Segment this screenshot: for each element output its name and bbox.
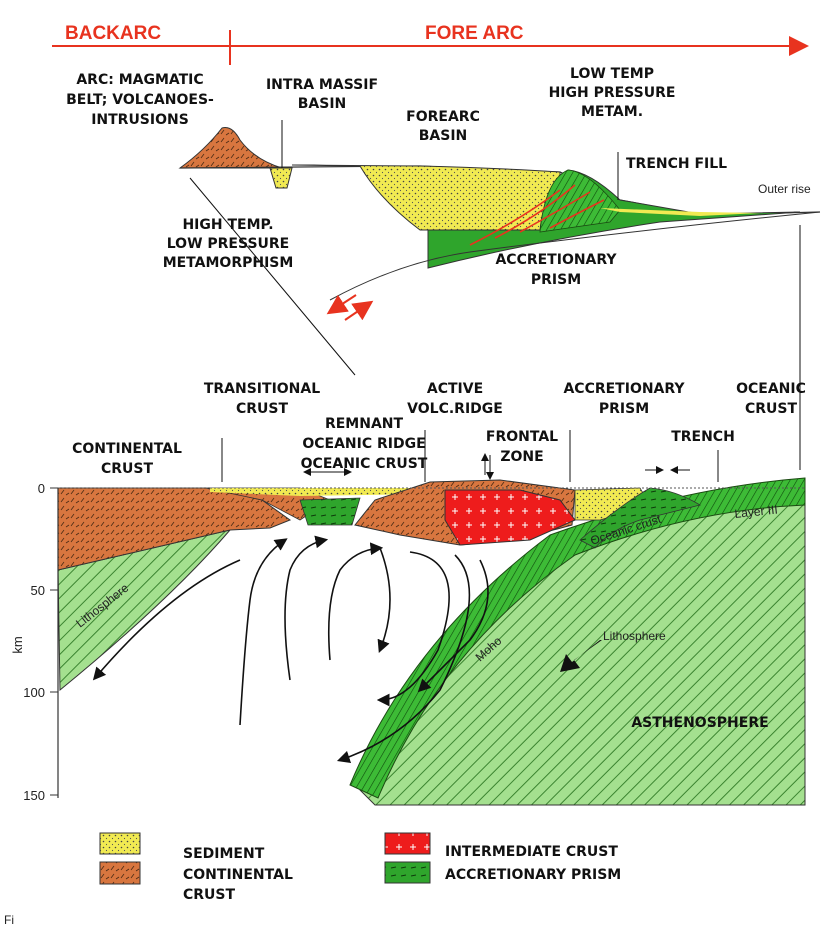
remnant-label-3: OCEANIC CRUST xyxy=(301,456,428,472)
active-ridge-label-2: VOLC.RIDGE xyxy=(407,401,503,417)
high-temp-label-1: HIGH TEMP. xyxy=(182,217,273,233)
arc-label-3: INTRUSIONS xyxy=(91,112,189,128)
legend-label-continental: CONTINENTAL xyxy=(183,867,293,883)
intra-massif-basin xyxy=(269,167,293,189)
fault-arrow-down xyxy=(326,294,357,315)
continental-crust-label-1: CONTINENTAL xyxy=(72,441,182,457)
mantle-flow-arrows xyxy=(92,535,489,764)
intra-massif-label-2: BASIN xyxy=(298,96,347,112)
upper-prism-label-1: ACCRETIONARY xyxy=(495,252,617,268)
transitional-label-1: TRANSITIONAL xyxy=(204,381,320,397)
volcanic-arc xyxy=(178,127,283,169)
asthenosphere-label: ASTHENOSPHERE xyxy=(631,715,768,731)
low-temp-label-3: METAM. xyxy=(581,104,643,120)
legend: SEDIMENT CONTINENTAL CRUST INTERMEDIATE … xyxy=(99,832,621,903)
forearc-label: FORE ARC xyxy=(425,23,524,44)
frontal-zone-label-1: FRONTAL xyxy=(486,429,558,445)
upper-labels: ARC: MAGMATIC BELT; VOLCANOES- INTRUSION… xyxy=(66,66,811,288)
fault-arrow-up xyxy=(344,300,374,321)
depth-axis: 0 50 100 150 km xyxy=(10,481,59,803)
thrust-faults xyxy=(469,184,605,246)
remnant-label-2: OCEANIC RIDGE xyxy=(302,436,425,452)
active-ridge-label-1: ACTIVE xyxy=(427,381,483,397)
remnant-ridge xyxy=(299,497,361,526)
metamorphism-pointer xyxy=(189,177,356,376)
forearc-basin-label-2: BASIN xyxy=(419,128,468,144)
transitional-label-2: CRUST xyxy=(236,401,289,417)
arc-label-1: ARC: MAGMATIC xyxy=(76,72,203,88)
lithosphere-right-label: Lithosphere xyxy=(603,629,666,643)
high-temp-label-3: METAMORPHISM xyxy=(163,255,294,271)
trench-fill-shape xyxy=(600,208,760,216)
tick-label-100: 100 xyxy=(23,685,45,700)
remnant-label-1: REMNANT xyxy=(325,416,404,432)
high-temp-label-2: LOW PRESSURE xyxy=(167,236,290,252)
footer-fragment: Fi xyxy=(4,913,14,927)
low-temp-label-1: LOW TEMP xyxy=(570,66,654,82)
header-bar: BACKARC FORE ARC xyxy=(52,23,809,65)
trench-fill-label: TRENCH FILL xyxy=(626,156,727,172)
intermediate-crust xyxy=(444,489,576,546)
oceanic-crust-label-2: CRUST xyxy=(745,401,798,417)
accretionary-prism-lower xyxy=(579,487,702,549)
lower-cross-section xyxy=(57,430,806,806)
slab-direction-arrow xyxy=(560,640,602,672)
legend-swatch-sediment xyxy=(99,832,141,855)
continental-crust-label-2: CRUST xyxy=(101,461,154,477)
lower-prism-label-2: PRISM xyxy=(599,401,649,417)
intra-massif-label-1: INTRA MASSIF xyxy=(266,77,378,93)
layer-iii-label: Layer III xyxy=(734,503,779,521)
legend-swatch-intermediate xyxy=(384,832,431,855)
legend-swatch-continental xyxy=(99,861,141,885)
lower-prism-label-1: ACCRETIONARY xyxy=(563,381,685,397)
forearc-basin-fill xyxy=(291,164,561,231)
left-lithosphere xyxy=(57,529,232,692)
sediment-surface xyxy=(210,488,430,496)
forearc-basin-label-1: FOREARC xyxy=(406,109,480,125)
tick-label-0: 0 xyxy=(38,481,45,496)
slab-curve xyxy=(329,211,821,301)
upper-prism-label-2: PRISM xyxy=(531,272,581,288)
low-temp-label-2: HIGH PRESSURE xyxy=(549,85,676,101)
outer-rise-label: Outer rise xyxy=(758,182,811,196)
legend-label-continental-2: CRUST xyxy=(183,887,236,903)
slab-crust-band xyxy=(349,477,806,799)
legend-label-sediment: SEDIMENT xyxy=(183,846,265,862)
legend-label-intermediate: INTERMEDIATE CRUST xyxy=(445,844,618,860)
depth-unit-label: km xyxy=(10,636,25,653)
frontal-zone-label-2: ZONE xyxy=(500,449,543,465)
prism-thrust-wedge xyxy=(539,169,621,233)
upper-cross-section xyxy=(178,120,821,470)
trench-label: TRENCH xyxy=(671,429,735,445)
arc-label-2: BELT; VOLCANOES- xyxy=(66,92,214,108)
oceanic-crust-label-1: OCEANIC xyxy=(736,381,806,397)
tick-label-150: 150 xyxy=(23,788,45,803)
legend-swatch-prism xyxy=(384,861,431,884)
legend-label-prism: ACCRETIONARY PRISM xyxy=(445,867,621,883)
backarc-label: BACKARC xyxy=(65,23,161,44)
tick-label-50: 50 xyxy=(31,583,45,598)
